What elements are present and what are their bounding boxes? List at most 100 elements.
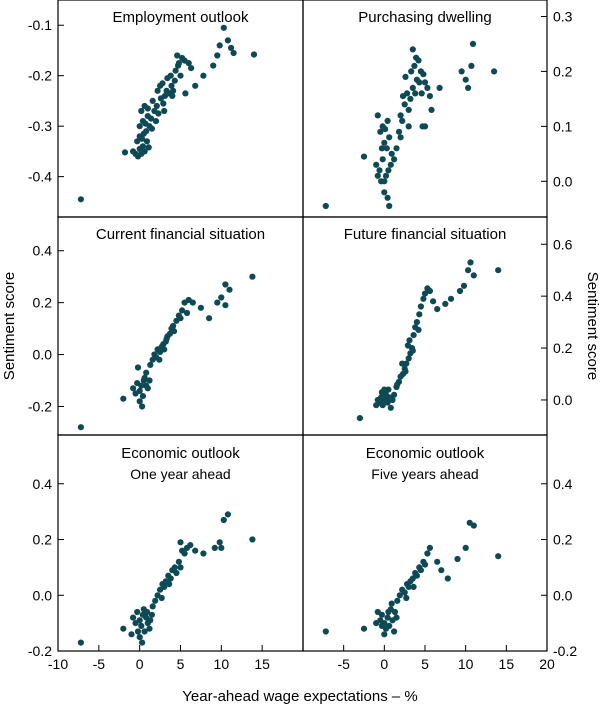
data-point-employment-outlook-52 xyxy=(188,65,195,72)
y-tick-label-employment-outlook-0: -0.1 xyxy=(28,17,52,33)
data-point-future-financial-situation-41 xyxy=(430,298,437,305)
data-point-economic-outlook-one-year-42 xyxy=(200,550,207,557)
data-point-purchasing-dwelling-57 xyxy=(462,76,469,83)
data-point-purchasing-dwelling-16 xyxy=(383,145,390,152)
x-tick-label-1-1: 0 xyxy=(380,656,388,672)
data-point-economic-outlook-five-years-9 xyxy=(386,622,393,630)
data-point-future-financial-situation-12 xyxy=(391,391,398,398)
data-point-employment-outlook-0 xyxy=(77,196,84,203)
data-point-current-financial-situation-31 xyxy=(177,315,184,322)
data-point-purchasing-dwelling-23 xyxy=(374,112,381,119)
data-point-economic-outlook-one-year-45 xyxy=(218,544,225,552)
data-point-employment-outlook-56 xyxy=(161,107,168,115)
data-point-economic-outlook-one-year-9 xyxy=(141,628,148,635)
data-point-purchasing-dwelling-39 xyxy=(411,62,418,69)
data-point-economic-outlook-five-years-1 xyxy=(360,625,368,632)
data-point-economic-outlook-one-year-20 xyxy=(152,597,159,604)
data-point-current-financial-situation-46 xyxy=(222,302,229,309)
data-point-current-financial-situation-33 xyxy=(170,322,177,330)
data-point-purchasing-dwelling-18 xyxy=(388,150,395,157)
data-point-economic-outlook-five-years-14 xyxy=(378,622,385,630)
data-point-purchasing-dwelling-46 xyxy=(416,79,423,86)
data-point-future-financial-situation-40 xyxy=(394,381,401,388)
data-point-economic-outlook-five-years-27 xyxy=(413,572,420,579)
panel-frame-future-financial-situation xyxy=(302,216,548,436)
data-point-economic-outlook-five-years-33 xyxy=(426,544,433,552)
data-point-future-financial-situation-10 xyxy=(387,404,394,411)
data-point-current-financial-situation-48 xyxy=(226,286,233,293)
data-point-current-financial-situation-17 xyxy=(147,361,154,368)
data-point-current-financial-situation-44 xyxy=(214,299,221,306)
data-point-employment-outlook-63 xyxy=(228,44,235,52)
data-point-purchasing-dwelling-15 xyxy=(381,139,388,146)
data-point-purchasing-dwelling-38 xyxy=(408,68,415,75)
data-point-future-financial-situation-39 xyxy=(402,368,409,375)
data-point-economic-outlook-one-year-35 xyxy=(177,539,184,546)
data-point-future-financial-situation-15 xyxy=(385,386,392,393)
y-tick-label-future-financial-situation-0: 0.6 xyxy=(553,236,573,252)
data-point-current-financial-situation-47 xyxy=(222,281,229,288)
data-point-purchasing-dwelling-52 xyxy=(421,123,429,130)
data-point-employment-outlook-13 xyxy=(139,135,146,142)
y-tick-label-economic-outlook-one-year-2: 0.0 xyxy=(33,587,53,603)
data-point-employment-outlook-25 xyxy=(155,110,162,117)
data-point-current-financial-situation-13 xyxy=(139,403,146,410)
x-tick-label-1-4: 15 xyxy=(499,656,515,672)
data-point-economic-outlook-one-year-12 xyxy=(146,625,153,632)
panel-title-purchasing-dwelling: Purchasing dwelling xyxy=(358,9,491,26)
data-point-economic-outlook-one-year-13 xyxy=(136,634,143,641)
panel-title-current-financial-situation: Current financial situation xyxy=(96,226,265,243)
x-tick-label-1-0: -5 xyxy=(337,656,350,672)
data-point-purchasing-dwelling-22 xyxy=(384,117,391,124)
data-point-purchasing-dwelling-28 xyxy=(399,117,406,124)
data-point-current-financial-situation-0 xyxy=(77,424,84,431)
data-point-economic-outlook-five-years-18 xyxy=(394,597,401,604)
data-point-purchasing-dwelling-53 xyxy=(405,123,412,130)
data-point-economic-outlook-one-year-48 xyxy=(249,536,256,543)
data-point-employment-outlook-39 xyxy=(154,87,161,94)
data-point-employment-outlook-18 xyxy=(136,123,143,130)
data-point-economic-outlook-five-years-36 xyxy=(393,614,400,621)
panel-title-economic-outlook-five-years: Economic outlook xyxy=(366,445,485,462)
data-point-economic-outlook-one-year-14 xyxy=(139,639,146,646)
y-tick-label-economic-outlook-five-years-2: 0.0 xyxy=(553,587,573,603)
data-point-purchasing-dwelling-6 xyxy=(379,156,386,163)
data-point-current-financial-situation-15 xyxy=(134,364,142,371)
panel-title-economic-outlook-one-year: Economic outlook xyxy=(121,445,240,462)
x-tick-label-0-3: 5 xyxy=(177,656,185,672)
data-point-employment-outlook-58 xyxy=(210,62,217,69)
data-point-current-financial-situation-12 xyxy=(136,398,143,405)
data-point-current-financial-situation-11 xyxy=(146,377,153,384)
data-point-current-financial-situation-36 xyxy=(156,356,163,363)
data-point-purchasing-dwelling-9 xyxy=(382,172,390,179)
data-point-purchasing-dwelling-61 xyxy=(491,68,498,75)
data-point-current-financial-situation-35 xyxy=(161,346,168,353)
data-point-purchasing-dwelling-56 xyxy=(458,68,465,75)
y-tick-label-purchasing-dwelling-0: 0.3 xyxy=(553,8,573,24)
data-point-current-financial-situation-6 xyxy=(138,382,145,389)
data-point-employment-outlook-48 xyxy=(174,52,181,59)
data-point-economic-outlook-one-year-27 xyxy=(167,575,174,582)
data-point-future-financial-situation-43 xyxy=(442,300,449,307)
data-point-purchasing-dwelling-32 xyxy=(405,106,412,113)
data-point-economic-outlook-one-year-1 xyxy=(120,625,127,632)
data-point-employment-outlook-44 xyxy=(172,67,179,74)
y-tick-label-economic-outlook-five-years-0: 0.4 xyxy=(553,476,573,492)
y-tick-label-employment-outlook-2: -0.3 xyxy=(28,118,52,134)
data-point-future-financial-situation-27 xyxy=(406,337,413,344)
data-point-economic-outlook-five-years-39 xyxy=(444,575,451,582)
data-point-economic-outlook-five-years-32 xyxy=(424,550,431,557)
data-point-future-financial-situation-31 xyxy=(416,311,423,318)
x-tick-label-0-1: -5 xyxy=(93,656,106,672)
data-point-economic-outlook-five-years-31 xyxy=(421,561,429,568)
data-point-employment-outlook-60 xyxy=(216,42,223,49)
data-point-employment-outlook-11 xyxy=(134,138,141,145)
data-point-employment-outlook-37 xyxy=(170,87,177,94)
x-tick-label-0-4: 10 xyxy=(214,656,230,672)
data-point-economic-outlook-one-year-43 xyxy=(211,544,218,552)
panel-title-employment-outlook: Employment outlook xyxy=(113,9,249,26)
data-point-purchasing-dwelling-26 xyxy=(395,128,403,135)
y-tick-label-purchasing-dwelling-1: 0.2 xyxy=(553,63,573,79)
y-tick-label-purchasing-dwelling-2: 0.1 xyxy=(553,118,573,134)
